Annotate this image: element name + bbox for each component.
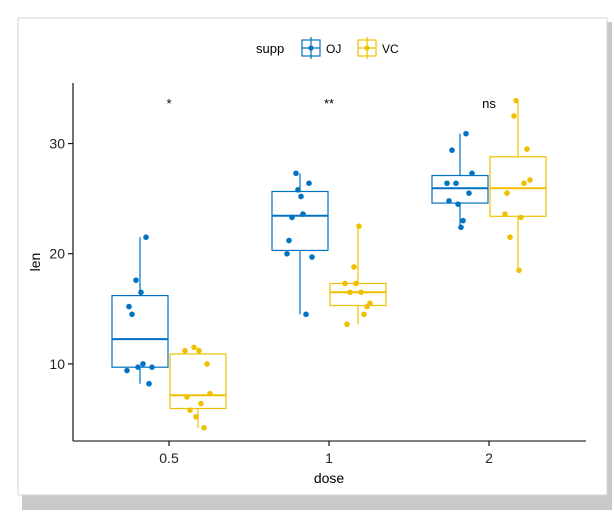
- watermark: https://blog.csdn.net/zhouhucheng00: [420, 496, 600, 508]
- data-point-vc: [193, 413, 199, 420]
- significance-label: ns: [482, 96, 496, 111]
- data-point-oj: [455, 201, 461, 207]
- data-point-oj: [138, 289, 144, 296]
- data-point-oj: [295, 187, 301, 193]
- data-point-oj: [306, 180, 312, 187]
- data-point-oj: [293, 170, 299, 177]
- box-oj-0.5: [111, 237, 169, 384]
- legend-label-vc: VC: [382, 42, 399, 56]
- data-point-oj: [453, 180, 459, 187]
- box-body: [329, 282, 387, 307]
- data-point-vc: [204, 361, 210, 367]
- data-point-vc: [207, 390, 213, 397]
- x-axis-ticks: 0.5 1 2: [159, 441, 493, 466]
- data-point-oj: [133, 277, 139, 283]
- data-point-oj: [284, 250, 290, 257]
- data-point-vc: [511, 113, 517, 119]
- data-point-oj: [135, 364, 141, 370]
- box-body: [489, 156, 547, 217]
- data-point-vc: [521, 180, 527, 187]
- data-point-oj: [126, 303, 132, 310]
- data-point-oj: [463, 130, 469, 137]
- box-vc-1: [329, 226, 387, 325]
- legend: supp OJ VC: [256, 37, 399, 59]
- data-point-vc: [182, 347, 188, 354]
- box-body: [431, 174, 489, 204]
- box-body: [271, 190, 329, 252]
- data-point-oj: [458, 224, 464, 231]
- data-point-vc: [344, 321, 350, 328]
- data-point-vc: [513, 97, 519, 104]
- data-point-oj: [466, 190, 472, 196]
- data-point-vc: [361, 311, 367, 318]
- data-point-vc: [518, 214, 524, 221]
- data-point-vc: [516, 267, 522, 274]
- x-tick-label: 1: [325, 450, 333, 466]
- data-point-oj: [446, 198, 452, 204]
- data-point-oj: [140, 361, 146, 367]
- data-point-oj: [149, 364, 155, 370]
- data-point-vc: [351, 264, 357, 270]
- data-point-vc: [356, 223, 362, 229]
- data-point-oj: [444, 180, 450, 187]
- data-point-oj: [129, 311, 135, 318]
- x-tick-label: 0.5: [159, 450, 179, 466]
- box-body: [169, 353, 227, 410]
- y-axis-ticks: 10 20 30: [49, 136, 73, 372]
- data-point-oj: [124, 367, 130, 374]
- boxes-layer: [111, 100, 547, 428]
- y-tick-label: 30: [49, 136, 65, 152]
- data-point-vc: [201, 424, 207, 431]
- y-tick-label: 10: [49, 356, 65, 372]
- data-point-oj: [469, 170, 475, 177]
- data-point-vc: [507, 234, 513, 241]
- data-point-vc: [342, 280, 348, 287]
- data-point-oj: [143, 234, 149, 241]
- significance-labels: * ** ns: [166, 96, 496, 111]
- box-body: [111, 294, 169, 368]
- box-oj-2: [431, 133, 489, 228]
- x-axis-label: dose: [314, 470, 345, 486]
- data-point-vc: [187, 407, 193, 413]
- data-point-vc: [504, 190, 510, 196]
- data-point-vc: [191, 344, 197, 351]
- box-oj-1: [271, 173, 329, 315]
- significance-label: *: [166, 96, 171, 111]
- data-point-oj: [309, 254, 315, 260]
- legend-title: supp: [256, 41, 284, 56]
- data-point-oj: [303, 311, 309, 318]
- data-point-oj: [300, 211, 306, 217]
- data-point-oj: [298, 193, 304, 200]
- data-point-vc: [196, 347, 202, 354]
- data-point-vc: [347, 289, 353, 296]
- data-point-vc: [353, 280, 359, 287]
- data-point-vc: [358, 289, 364, 296]
- legend-label-oj: OJ: [326, 42, 341, 56]
- data-point-vc: [502, 211, 508, 217]
- points-layer: [124, 97, 533, 431]
- significance-label: **: [324, 96, 334, 111]
- legend-key-oj: [301, 37, 321, 59]
- y-axis-label: len: [27, 253, 43, 272]
- legend-key-vc: [357, 37, 377, 59]
- data-point-oj: [460, 217, 466, 224]
- y-tick-label: 20: [49, 246, 65, 262]
- data-point-oj: [289, 214, 295, 221]
- data-point-vc: [367, 300, 373, 307]
- data-point-oj: [449, 147, 455, 153]
- data-point-oj: [146, 380, 152, 387]
- box-vc-2: [489, 100, 547, 271]
- data-point-vc: [198, 400, 204, 407]
- data-point-vc: [527, 177, 533, 183]
- data-point-oj: [286, 237, 292, 244]
- data-point-vc: [184, 394, 190, 400]
- x-tick-label: 2: [485, 450, 493, 466]
- data-point-vc: [524, 146, 530, 152]
